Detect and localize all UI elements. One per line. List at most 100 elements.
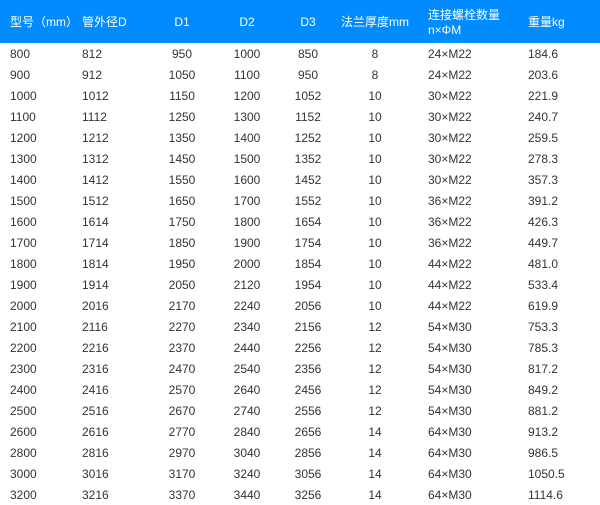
table-cell: 1954: [278, 274, 338, 295]
table-cell: 1012: [80, 85, 148, 106]
table-cell: 2456: [278, 379, 338, 400]
table-cell: 24×M22: [412, 43, 526, 64]
table-cell: 2120: [216, 274, 278, 295]
table-cell: 1400: [0, 169, 80, 190]
table-cell: 817.2: [526, 358, 600, 379]
table-cell: 2516: [80, 400, 148, 421]
table-row: 230023162470254023561254×M30817.2: [0, 358, 600, 379]
table-cell: 2440: [216, 337, 278, 358]
table-cell: 2970: [148, 442, 216, 463]
table-cell: 2656: [278, 421, 338, 442]
table-cell: 36×M22: [412, 211, 526, 232]
table-cell: 800: [0, 43, 80, 64]
table-cell: 1654: [278, 211, 338, 232]
table-cell: 1350: [148, 127, 216, 148]
table-cell: 1800: [216, 211, 278, 232]
table-cell: 1854: [278, 253, 338, 274]
table-cell: 36×M22: [412, 190, 526, 211]
table-cell: 30×M22: [412, 85, 526, 106]
header-row: 型号（mm） 管外径D D1 D2 D3 法兰厚度mm 连接螺栓数量n×ΦM 重…: [0, 0, 600, 43]
table-cell: 54×M30: [412, 379, 526, 400]
table-cell: 1352: [278, 148, 338, 169]
table-cell: 44×M22: [412, 295, 526, 316]
table-row: 90091210501100950824×M22203.6: [0, 64, 600, 85]
table-cell: 2740: [216, 400, 278, 421]
table-cell: 203.6: [526, 64, 600, 85]
table-cell: 2400: [0, 379, 80, 400]
table-cell: 10: [338, 106, 412, 127]
table-body: 8008129501000850824×M22184.6900912105011…: [0, 43, 600, 505]
table-cell: 2216: [80, 337, 148, 358]
col-weight: 重量kg: [526, 0, 600, 43]
table-cell: 10: [338, 127, 412, 148]
table-cell: 1300: [0, 148, 80, 169]
table-cell: 30×M22: [412, 169, 526, 190]
table-cell: 1300: [216, 106, 278, 127]
table-cell: 3240: [216, 463, 278, 484]
table-cell: 1600: [216, 169, 278, 190]
table-cell: 2770: [148, 421, 216, 442]
table-cell: 2416: [80, 379, 148, 400]
table-cell: 1100: [0, 106, 80, 127]
table-cell: 1100: [216, 64, 278, 85]
table-cell: 1754: [278, 232, 338, 253]
table-cell: 533.4: [526, 274, 600, 295]
col-model: 型号（mm）: [0, 0, 80, 43]
table-row: 240024162570264024561254×M30849.2: [0, 379, 600, 400]
table-cell: 240.7: [526, 106, 600, 127]
table-cell: 54×M30: [412, 316, 526, 337]
table-cell: 1000: [216, 43, 278, 64]
table-cell: 2800: [0, 442, 80, 463]
table-cell: 10: [338, 211, 412, 232]
table-cell: 54×M30: [412, 400, 526, 421]
table-cell: 10: [338, 85, 412, 106]
table-cell: 2670: [148, 400, 216, 421]
table-cell: 1452: [278, 169, 338, 190]
table-cell: 449.7: [526, 232, 600, 253]
table-cell: 1152: [278, 106, 338, 127]
table-cell: 2816: [80, 442, 148, 463]
table-cell: 812: [80, 43, 148, 64]
table-cell: 2500: [0, 400, 80, 421]
table-cell: 36×M22: [412, 232, 526, 253]
table-cell: 913.2: [526, 421, 600, 442]
table-cell: 2600: [0, 421, 80, 442]
table-cell: 1200: [216, 85, 278, 106]
table-cell: 54×M30: [412, 337, 526, 358]
table-cell: 1552: [278, 190, 338, 211]
table-cell: 2570: [148, 379, 216, 400]
table-cell: 2556: [278, 400, 338, 421]
table-cell: 2300: [0, 358, 80, 379]
table-cell: 1412: [80, 169, 148, 190]
table-cell: 14: [338, 442, 412, 463]
table-cell: 881.2: [526, 400, 600, 421]
table-row: 190019142050212019541044×M22533.4: [0, 274, 600, 295]
table-cell: 950: [148, 43, 216, 64]
table-cell: 850: [278, 43, 338, 64]
table-cell: 1700: [0, 232, 80, 253]
table-cell: 1650: [148, 190, 216, 211]
table-cell: 3056: [278, 463, 338, 484]
table-cell: 2100: [0, 316, 80, 337]
table-cell: 2340: [216, 316, 278, 337]
table-cell: 1252: [278, 127, 338, 148]
table-cell: 1050: [148, 64, 216, 85]
table-cell: 950: [278, 64, 338, 85]
table-cell: 1000: [0, 85, 80, 106]
table-cell: 2116: [80, 316, 148, 337]
table-cell: 8: [338, 64, 412, 85]
table-row: 100010121150120010521030×M22221.9: [0, 85, 600, 106]
table-cell: 2356: [278, 358, 338, 379]
table-cell: 912: [80, 64, 148, 85]
table-cell: 278.3: [526, 148, 600, 169]
table-cell: 849.2: [526, 379, 600, 400]
table-cell: 2156: [278, 316, 338, 337]
table-cell: 1550: [148, 169, 216, 190]
table-cell: 619.9: [526, 295, 600, 316]
table-cell: 14: [338, 463, 412, 484]
table-cell: 10: [338, 232, 412, 253]
table-cell: 2056: [278, 295, 338, 316]
table-cell: 1112: [80, 106, 148, 127]
table-cell: 1950: [148, 253, 216, 274]
table-cell: 2370: [148, 337, 216, 358]
